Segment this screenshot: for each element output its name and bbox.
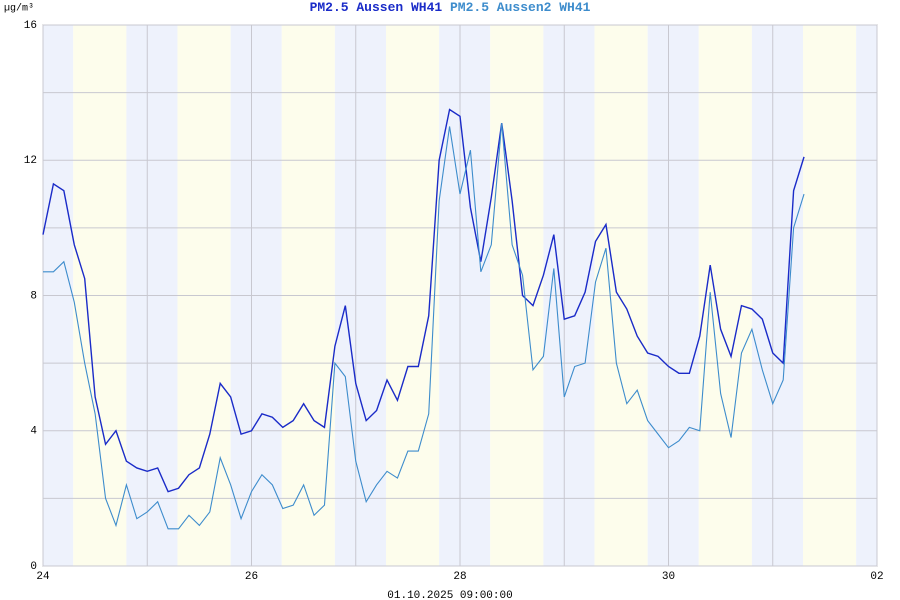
data-line (43, 123, 805, 530)
y-axis-label: µg/m³ (4, 3, 34, 15)
legend-entry: PM2.5 Aussen2 WH41 (450, 0, 591, 15)
data-line (42, 108, 805, 493)
x-tick-label: 02 (870, 571, 883, 583)
legend-entry: PM2.5 Aussen WH41 (310, 0, 443, 15)
y-tick-label: 8 (30, 290, 37, 302)
x-tick-label: 26 (245, 571, 258, 583)
x-tick-label: 28 (453, 571, 466, 583)
legend: PM2.5 Aussen WH41 PM2.5 Aussen2 WH41 (310, 0, 591, 15)
x-tick-label: 24 (36, 571, 50, 583)
y-tick-label: 16 (24, 20, 37, 32)
y-tick-label: 4 (30, 426, 37, 438)
y-tick-label: 12 (24, 155, 37, 167)
timestamp: 01.10.2025 09:00:00 (387, 590, 512, 600)
y-tick-label: 0 (30, 561, 37, 573)
x-tick-label: 30 (662, 571, 675, 583)
